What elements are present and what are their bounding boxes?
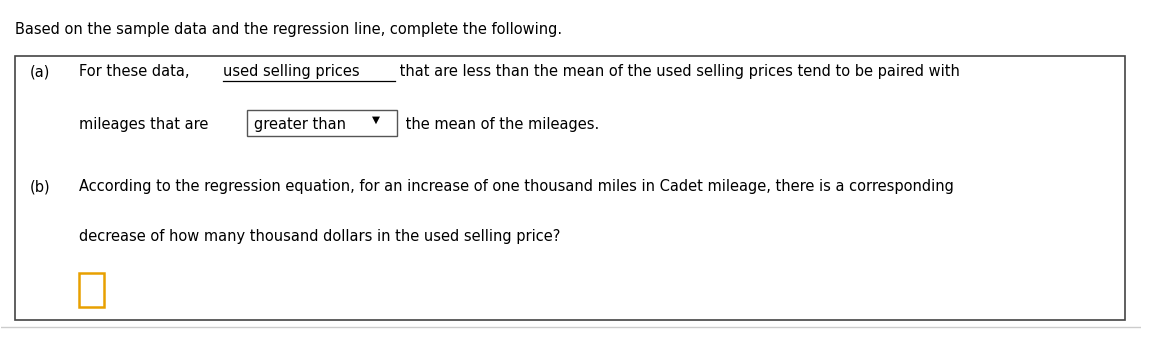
Text: ▼: ▼ <box>371 115 379 125</box>
Text: decrease of how many thousand dollars in the used selling price?: decrease of how many thousand dollars in… <box>78 229 560 244</box>
Text: For these data,: For these data, <box>78 64 194 79</box>
Text: (a): (a) <box>30 64 50 79</box>
FancyBboxPatch shape <box>247 110 397 135</box>
Text: According to the regression equation, for an increase of one thousand miles in C: According to the regression equation, fo… <box>78 180 953 195</box>
Text: used selling prices: used selling prices <box>224 64 359 79</box>
FancyBboxPatch shape <box>15 56 1124 320</box>
Text: that are less than the mean of the used selling prices tend to be paired with: that are less than the mean of the used … <box>395 64 960 79</box>
Text: the mean of the mileages.: the mean of the mileages. <box>402 117 600 132</box>
Text: (b): (b) <box>30 180 50 195</box>
Text: greater than: greater than <box>254 117 345 132</box>
FancyBboxPatch shape <box>78 273 104 307</box>
Text: mileages that are: mileages that are <box>78 117 213 132</box>
Text: Based on the sample data and the regression line, complete the following.: Based on the sample data and the regress… <box>15 22 562 37</box>
